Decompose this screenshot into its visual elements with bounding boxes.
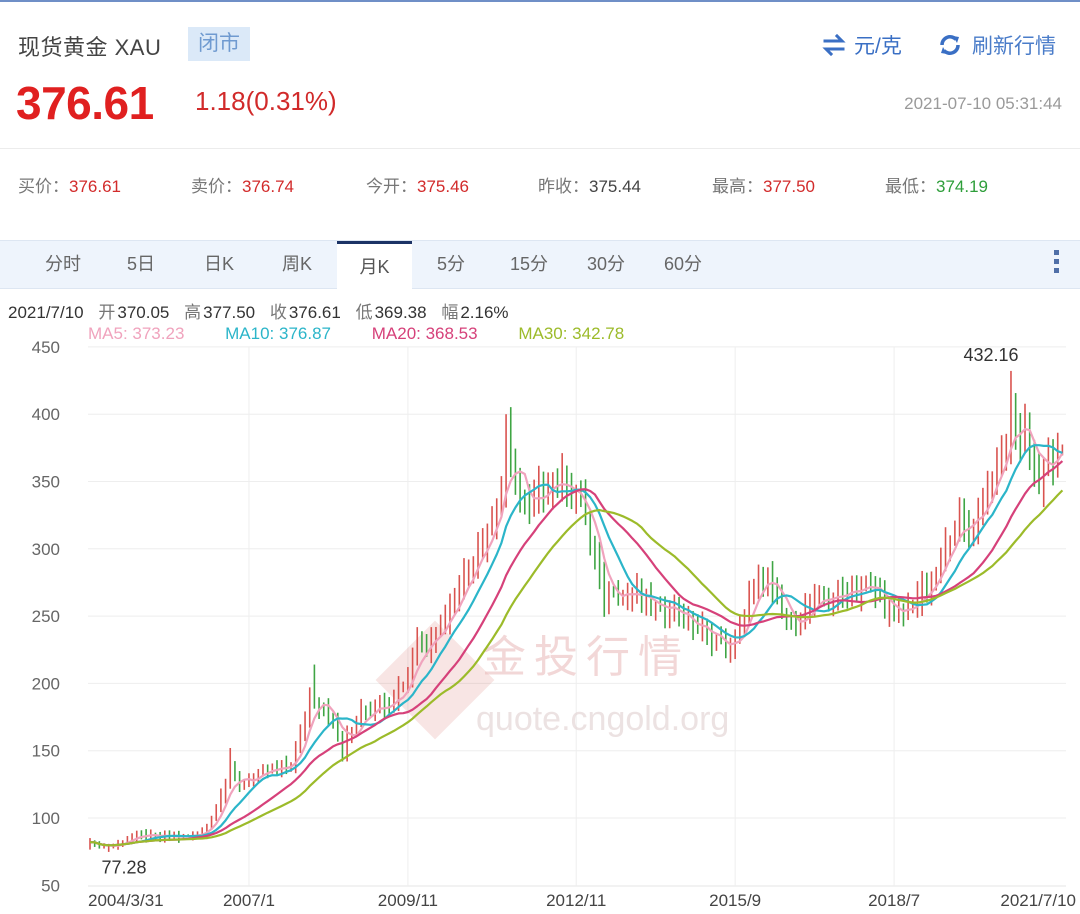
stat-value: 374.19 (936, 177, 988, 196)
tab-weekly-k[interactable]: 周K (281, 254, 312, 274)
x-axis: 2004/3/31 2007/1 2009/11 2012/11 2015/9 2018/… (88, 891, 1076, 910)
y-tick-label: 450 (32, 340, 60, 357)
tab-30min[interactable]: 30分 (586, 254, 626, 274)
y-tick-label: 150 (32, 742, 60, 761)
market-status-badge: 闭市 (188, 27, 250, 61)
ma-legend: MA5: 373.23 MA10: 376.87 MA20: 368.53 MA… (88, 324, 660, 344)
x-tick-label: 2012/11 (546, 891, 606, 909)
ma-line-ma30 (89, 489, 1064, 847)
more-options-icon[interactable] (1052, 250, 1060, 280)
stat-value: 375.46 (417, 177, 469, 196)
legend-ma20: MA20: 368.53 (371, 324, 478, 343)
legend-ma30: MA30: 342.78 (518, 324, 625, 343)
quote-stats-row: 买价：376.61 卖价：376.74 今开：375.46 昨收：375.44 … (0, 172, 1080, 202)
price-change: 1.18(0.31%) (195, 86, 337, 116)
legend-ma5: MA5: 373.23 (88, 324, 185, 343)
stat-value: 376.74 (242, 177, 294, 196)
unit-toggle-button[interactable]: 元/克 (822, 30, 902, 60)
stat-value: 375.44 (589, 177, 641, 196)
y-axis: 50 100 150 200 250 300 350 400 450 (32, 338, 60, 895)
moving-average-lines (89, 428, 1064, 847)
bar-date: 2021/7/10 (8, 303, 84, 322)
quote-header: 现货黄金 XAU 闭市 376.61 1.18(0.31%) 元/克 刷新行情 … (0, 2, 1080, 144)
stat-label: 卖价： (191, 177, 242, 196)
kline-chart-svg: 金投行情 quote.cngold.org 50 100 150 200 250 300 3… (32, 338, 1076, 910)
x-tick-label: 2018/7 (868, 891, 920, 909)
stat-value: 376.61 (69, 177, 121, 196)
y-tick-label: 300 (32, 540, 60, 559)
refresh-label: 刷新行情 (972, 35, 1056, 58)
high-value: 377.50 (203, 303, 256, 322)
tab-monthly-k[interactable]: 月K (337, 241, 412, 289)
stat-open: 今开：375.46 (366, 172, 469, 197)
close-value: 376.61 (288, 303, 341, 322)
low-label: 低 (355, 303, 373, 322)
stat-prev-close: 昨收：375.44 (538, 172, 641, 197)
x-tick-label: 2004/3/31 (88, 891, 164, 909)
last-price: 376.61 (16, 77, 154, 129)
y-tick-label: 200 (32, 674, 60, 693)
y-tick-label: 350 (32, 473, 60, 492)
y-tick-label: 400 (32, 405, 60, 424)
open-label: 开 (98, 303, 116, 322)
low-value: 369.38 (374, 303, 427, 322)
range-value: 2.16% (460, 303, 509, 322)
top-accent-line (0, 0, 1080, 2)
chart-annotations: 432.16 77.28 (102, 345, 1019, 878)
refresh-icon (940, 35, 960, 55)
stat-ask: 卖价：376.74 (191, 172, 294, 197)
ohlc-summary: 2021/7/10 开 370.05 高 377.50 收 376.61 低 369.3… (8, 298, 509, 323)
open-value: 370.05 (117, 303, 170, 322)
refresh-button[interactable]: 刷新行情 (938, 30, 1056, 60)
x-tick-label: 2009/11 (378, 891, 438, 909)
stat-value: 377.50 (763, 177, 815, 196)
watermark: 金投行情 quote.cngold.org (375, 620, 729, 740)
x-tick-label: 2007/1 (223, 891, 275, 909)
ma-line-ma20 (89, 460, 1064, 847)
chart-grid (88, 346, 1066, 887)
stat-label: 最低： (885, 177, 936, 196)
header-divider (0, 148, 1080, 149)
range-label: 幅 (441, 303, 459, 322)
max-value-annotation: 432.16 (963, 345, 1018, 365)
x-tick-label: 2021/7/10 (1000, 891, 1076, 909)
tab-15min[interactable]: 15分 (509, 254, 549, 274)
y-tick-label: 100 (32, 809, 60, 828)
tab-5min[interactable]: 5分 (436, 254, 465, 274)
min-value-annotation: 77.28 (102, 858, 147, 878)
watermark-url: quote.cngold.org (476, 700, 729, 738)
stat-high: 最高：377.50 (712, 172, 815, 197)
watermark-cn: 金投行情 (482, 632, 690, 683)
stat-label: 昨收： (538, 177, 589, 196)
x-tick-label: 2015/9 (709, 891, 761, 909)
ma-line-ma10 (89, 444, 1063, 847)
tab-intraday[interactable]: 分时 (45, 254, 81, 274)
high-label: 高 (184, 303, 202, 322)
y-tick-label: 250 (32, 607, 60, 626)
period-tabs: 分时 5日 日K 周K 月K 5分 15分 30分 60分 (0, 240, 1080, 289)
stat-bid: 买价：376.61 (18, 172, 121, 197)
tab-5day[interactable]: 5日 (126, 254, 155, 274)
y-tick-label: 50 (41, 876, 60, 895)
legend-ma10: MA10: 376.87 (225, 324, 331, 343)
stat-label: 今开： (366, 177, 417, 196)
tab-daily-k[interactable]: 日K (203, 254, 234, 274)
stat-low: 最低：374.19 (885, 172, 988, 197)
tab-60min[interactable]: 60分 (663, 254, 703, 274)
swap-arrows-icon (822, 34, 846, 56)
unit-label: 元/克 (854, 35, 902, 58)
stat-label: 最高： (712, 177, 763, 196)
kline-chart[interactable]: 金投行情 quote.cngold.org 50 100 150 200 250 300 3… (0, 338, 1080, 910)
close-label: 收 (269, 303, 287, 322)
stat-label: 买价： (18, 177, 69, 196)
instrument-title: 现货黄金 XAU (18, 35, 162, 60)
quote-timestamp: 2021-07-10 05:31:44 (904, 94, 1062, 113)
